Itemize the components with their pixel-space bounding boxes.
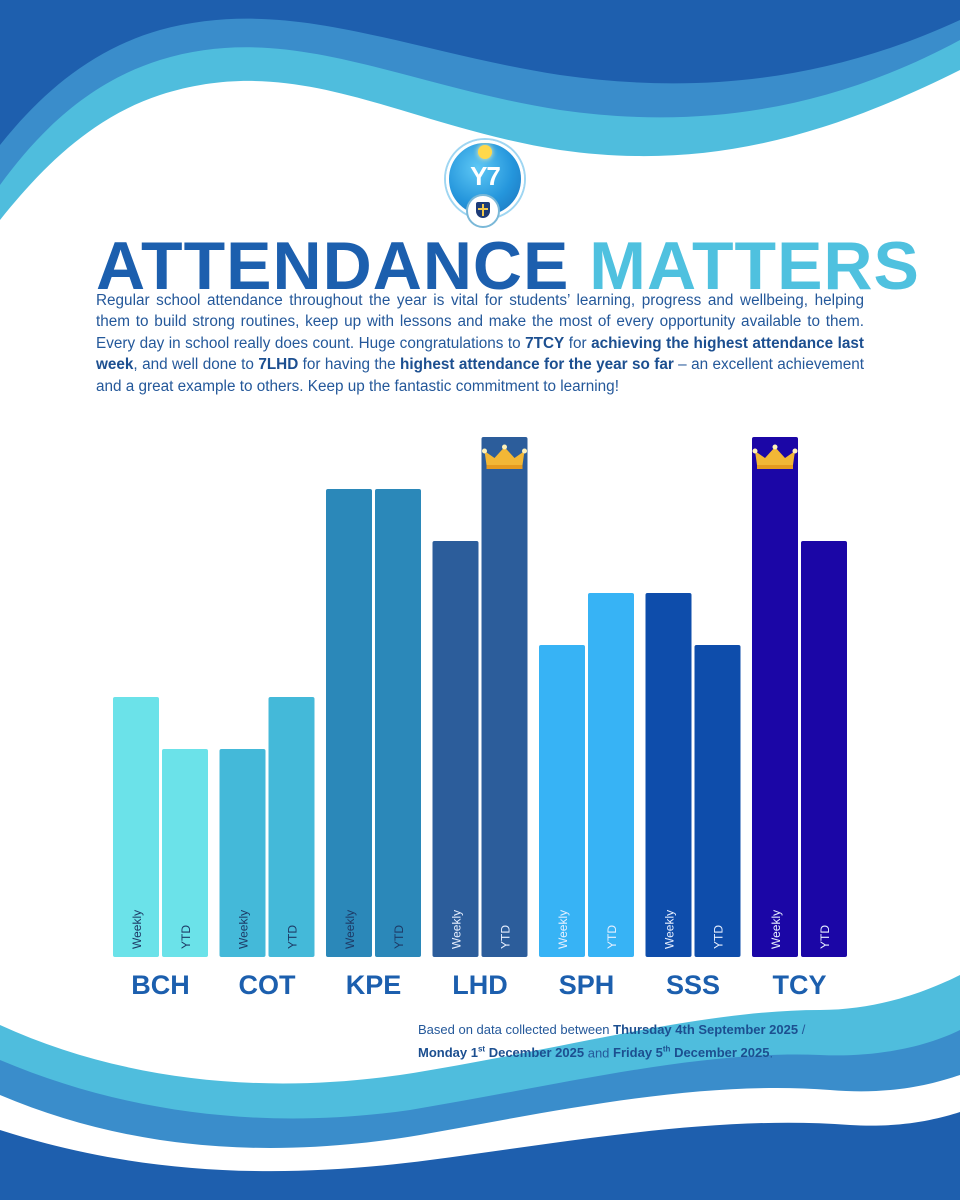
bar-series-label: YTD <box>712 925 726 949</box>
bar-series-label: Weekly <box>343 910 357 949</box>
bar-series-label: YTD <box>818 925 832 949</box>
intro-bold-3: 7LHD <box>258 356 299 374</box>
bar-series-label: YTD <box>392 925 406 949</box>
footnote-date-2: Monday 1st December 2025 <box>418 1045 585 1061</box>
bar-tcy-ytd <box>801 541 847 957</box>
bar-kpe-weekly <box>326 489 372 957</box>
category-label-bch: BCH <box>131 970 190 1000</box>
bar-lhd-ytd <box>481 437 528 957</box>
category-label-sss: SSS <box>666 970 720 1000</box>
footnote-text-4: . <box>769 1045 774 1061</box>
intro-text-1: Regular school attendance throughout the… <box>96 292 864 352</box>
intro-text-4: for having the <box>298 356 401 374</box>
category-label-kpe: KPE <box>346 970 402 1000</box>
category-label-lhd: LHD <box>452 970 508 1000</box>
school-crest-icon <box>466 194 500 228</box>
title-part2: MATTERS <box>589 228 920 304</box>
bar-bch-ytd <box>162 749 208 957</box>
category-label-tcy: TCY <box>773 970 827 1000</box>
bar-series-label: YTD <box>179 925 193 949</box>
intro-paragraph: Regular school attendance throughout the… <box>96 290 864 397</box>
bar-kpe-ytd <box>375 489 421 957</box>
bottom-wave-dark <box>0 1112 960 1200</box>
crown-icon <box>752 444 798 469</box>
bar-series-label: Weekly <box>450 910 464 949</box>
footnote: Based on data collected between Thursday… <box>418 1020 858 1063</box>
crown-icon <box>482 444 527 469</box>
year7-logo: Y7 <box>446 140 524 218</box>
bar-series-label: Weekly <box>130 910 144 949</box>
intro-bold-4: highest attendance for the year so far <box>400 356 674 374</box>
shield-icon <box>476 202 490 218</box>
bar-sss-weekly <box>645 593 692 957</box>
lightbulb-icon <box>478 145 492 159</box>
footnote-text-3: and <box>584 1045 614 1061</box>
bar-series-label: YTD <box>499 925 513 949</box>
intro-text-5: – an excellent achievement and a great e… <box>96 356 864 395</box>
bar-cot-weekly <box>219 749 266 957</box>
bar-series-label: Weekly <box>663 910 677 949</box>
bar-tcy-weekly <box>752 437 798 957</box>
intro-bold-1: 7TCY <box>525 334 565 352</box>
page-title: ATTENDANCE MATTERS <box>96 228 919 304</box>
category-label-cot: COT <box>239 970 297 1000</box>
intro-text-2: for <box>564 334 592 352</box>
bar-series-label: Weekly <box>237 910 251 949</box>
intro-text-3: , and well done to <box>133 356 259 374</box>
footnote-date-3: Friday 5th December 2025 <box>613 1045 770 1061</box>
bar-series-label: Weekly <box>769 910 783 949</box>
bar-lhd-weekly <box>432 541 479 957</box>
bar-sss-ytd <box>694 645 741 957</box>
bar-series-label: YTD <box>286 925 300 949</box>
intro-bold-2: achieving the highest attendance last we… <box>96 334 865 374</box>
bar-cot-ytd <box>268 697 315 957</box>
bar-sph-ytd <box>588 593 634 957</box>
bar-series-label: Weekly <box>556 910 570 949</box>
category-label-sph: SPH <box>559 970 615 1000</box>
footnote-date-1: Thursday 4th September 2025 <box>613 1022 799 1037</box>
footnote-text-1: Based on data collected between <box>418 1022 614 1037</box>
title-part1: ATTENDANCE <box>96 228 570 304</box>
bar-bch-weekly <box>113 697 159 957</box>
bar-series-label: YTD <box>605 925 619 949</box>
logo-label: Y7 <box>470 161 501 191</box>
bar-sph-weekly <box>539 645 585 957</box>
footnote-text-2: / <box>798 1022 806 1037</box>
top-wave-dark <box>0 0 960 145</box>
